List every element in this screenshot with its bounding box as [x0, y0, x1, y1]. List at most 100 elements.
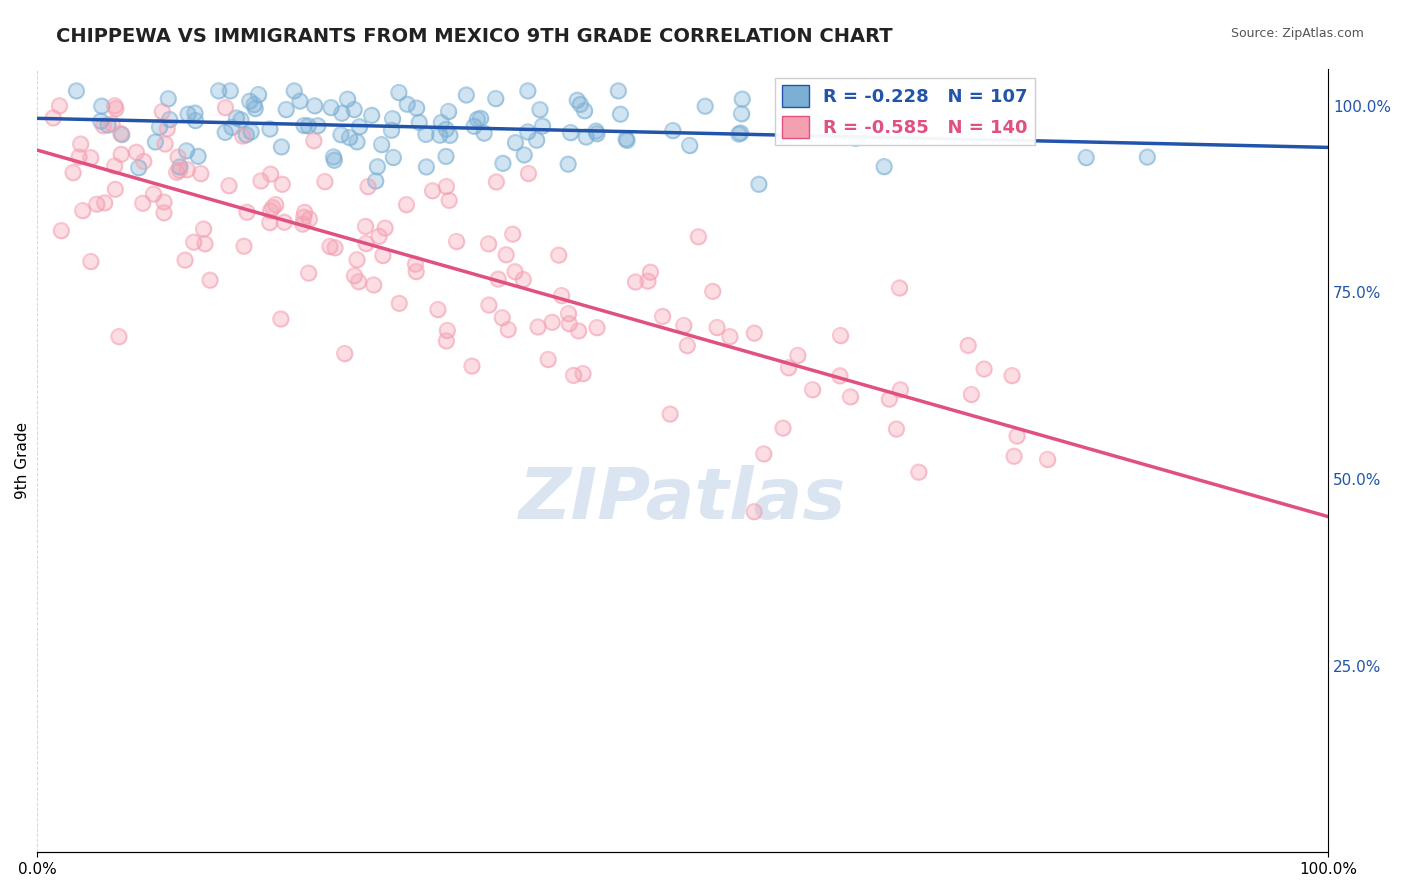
Point [104, 159, 127, 173]
Immigrants from Mexico [651, 310, 673, 324]
Chippewa [463, 120, 485, 134]
Point [526, 133, 548, 147]
Point [607, 84, 630, 98]
Point [748, 178, 770, 192]
Point [470, 112, 492, 126]
Point [461, 359, 484, 373]
Chippewa [343, 103, 366, 117]
Immigrants from Mexico [395, 197, 418, 211]
Point [463, 120, 485, 134]
Point [695, 99, 717, 113]
Point [110, 127, 132, 141]
Chippewa [382, 151, 405, 165]
Point [1001, 368, 1024, 383]
Immigrants from Mexico [259, 215, 281, 229]
Immigrants from Mexico [357, 179, 380, 194]
Point [221, 120, 243, 135]
Chippewa [415, 128, 437, 142]
Point [541, 315, 564, 329]
Point [1076, 151, 1098, 165]
Immigrants from Mexico [51, 224, 73, 238]
Chippewa [243, 97, 266, 112]
Point [957, 338, 980, 352]
Point [616, 133, 638, 147]
Immigrants from Mexico [527, 320, 550, 334]
Point [366, 160, 388, 174]
Immigrants from Mexico [1001, 368, 1024, 383]
Immigrants from Mexico [156, 121, 179, 136]
Point [676, 338, 699, 352]
Point [388, 296, 411, 310]
Point [731, 92, 754, 106]
Chippewa [381, 112, 404, 126]
Point [437, 104, 460, 119]
Point [304, 99, 326, 113]
Chippewa [288, 94, 311, 108]
Point [786, 349, 808, 363]
Point [806, 115, 828, 129]
Chippewa [516, 125, 538, 139]
Point [659, 407, 682, 421]
Point [198, 273, 221, 287]
Immigrants from Mexico [550, 288, 572, 302]
Chippewa [396, 97, 419, 112]
Chippewa [560, 126, 582, 140]
Chippewa [467, 112, 489, 127]
Immigrants from Mexico [436, 324, 458, 338]
Chippewa [323, 153, 346, 168]
Immigrants from Mexico [434, 334, 457, 348]
Point [194, 236, 217, 251]
Point [586, 127, 609, 141]
Immigrants from Mexico [291, 217, 314, 231]
Point [558, 317, 581, 331]
Chippewa [806, 115, 828, 129]
Immigrants from Mexico [167, 150, 190, 164]
Point [245, 102, 267, 116]
Immigrants from Mexico [889, 281, 911, 295]
Chippewa [292, 119, 315, 133]
Point [744, 326, 766, 340]
Point [72, 203, 94, 218]
Point [434, 149, 457, 163]
Immigrants from Mexico [80, 254, 103, 268]
Immigrants from Mexico [347, 275, 370, 289]
Immigrants from Mexico [568, 324, 591, 338]
Chippewa [586, 127, 609, 141]
Text: Source: ZipAtlas.com: Source: ZipAtlas.com [1230, 27, 1364, 40]
Chippewa [662, 123, 685, 137]
Immigrants from Mexico [562, 368, 585, 383]
Point [91, 119, 114, 133]
Chippewa [319, 101, 342, 115]
Immigrants from Mexico [132, 196, 155, 211]
Chippewa [456, 88, 478, 103]
Point [159, 112, 181, 127]
Point [86, 197, 108, 211]
Immigrants from Mexico [839, 390, 862, 404]
Point [547, 248, 569, 262]
Point [132, 196, 155, 211]
Point [292, 119, 315, 133]
Immigrants from Mexico [702, 285, 724, 299]
Immigrants from Mexico [193, 222, 215, 236]
Immigrants from Mexico [461, 359, 484, 373]
Chippewa [159, 112, 181, 127]
Chippewa [90, 99, 112, 113]
Immigrants from Mexico [343, 268, 366, 283]
Immigrants from Mexico [957, 338, 980, 352]
Point [125, 145, 148, 160]
Point [517, 167, 540, 181]
Point [557, 307, 579, 321]
Point [801, 383, 824, 397]
Immigrants from Mexico [830, 328, 852, 343]
Immigrants from Mexico [110, 127, 132, 141]
Point [752, 447, 775, 461]
Immigrants from Mexico [624, 275, 647, 289]
Point [262, 201, 284, 215]
Text: CHIPPEWA VS IMMIGRANTS FROM MEXICO 9TH GRADE CORRELATION CHART: CHIPPEWA VS IMMIGRANTS FROM MEXICO 9TH G… [56, 27, 893, 45]
Point [374, 221, 396, 235]
Point [496, 323, 519, 337]
Chippewa [567, 93, 589, 107]
Point [292, 210, 315, 224]
Chippewa [283, 84, 305, 98]
Point [67, 150, 90, 164]
